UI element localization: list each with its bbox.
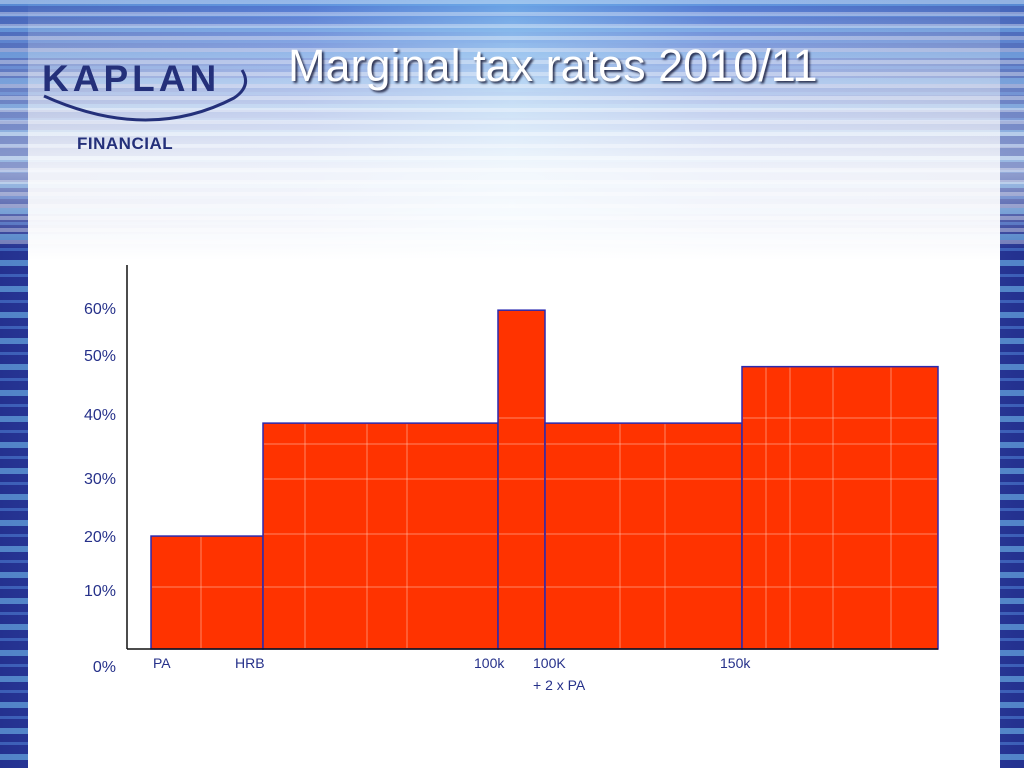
y-tick-label: 50%: [84, 348, 116, 365]
y-tick-label: 0%: [93, 659, 116, 676]
bar-band-3: [497, 309, 546, 650]
x-tick-label: + 2 x PA: [533, 677, 586, 693]
y-tick-label: 20%: [84, 529, 116, 546]
bar-band-1: [150, 535, 264, 650]
logo-wordmark: KAPLAN: [42, 58, 221, 99]
logo-swoosh-icon: [43, 69, 248, 122]
kaplan-logo: KAPLAN FINANCIAL: [38, 48, 258, 158]
y-tick-label: 30%: [84, 471, 116, 488]
bar-band-2: [262, 422, 499, 650]
y-tick-label: 60%: [84, 301, 116, 318]
x-tick-label: PA: [153, 655, 171, 671]
y-tick-label: 40%: [84, 407, 116, 424]
page-title: Marginal tax rates 2010/11: [288, 40, 818, 91]
x-tick-label: 100K: [533, 655, 566, 671]
x-tick-label: 100k: [474, 655, 505, 671]
bar-band-5: [741, 365, 939, 650]
logo-subtitle: FINANCIAL: [77, 134, 174, 153]
y-tick-label: 10%: [84, 583, 116, 600]
bar-band-4: [544, 422, 743, 650]
x-tick-label: 150k: [720, 655, 751, 671]
x-tick-label: HRB: [235, 655, 265, 671]
